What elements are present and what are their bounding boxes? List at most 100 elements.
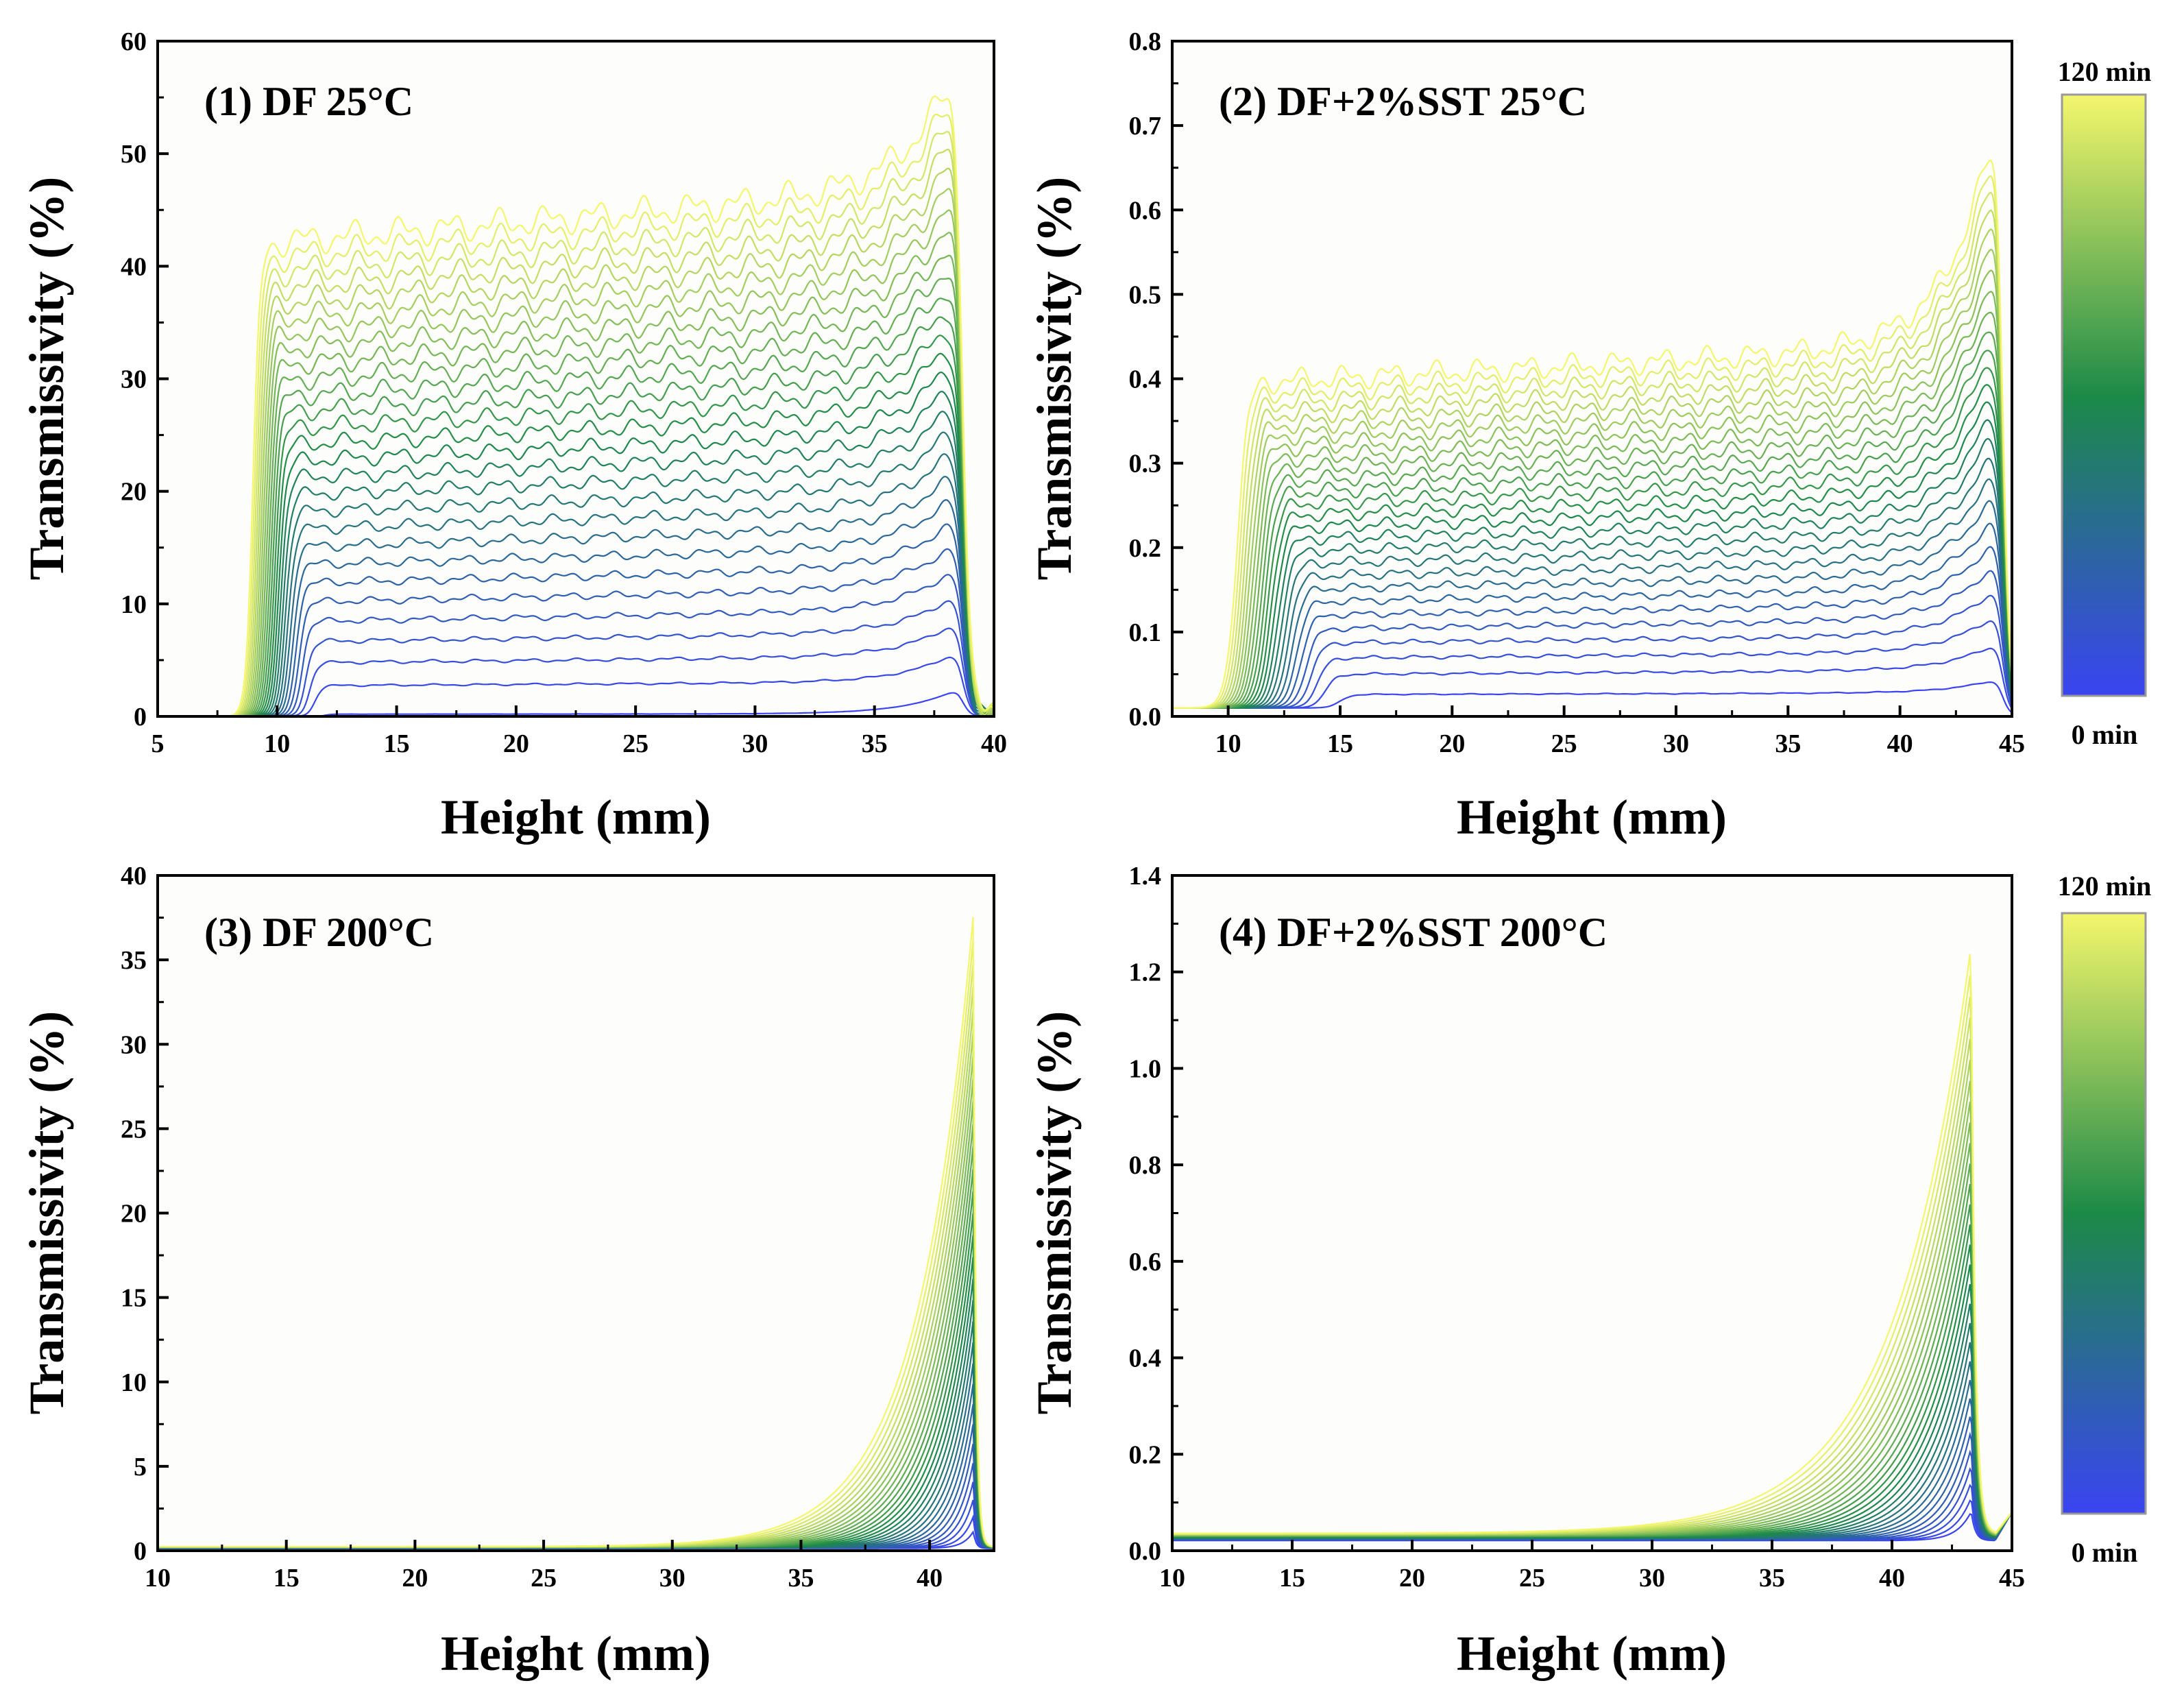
series-line-30 <box>158 917 995 1548</box>
y-tick-label: 40 <box>121 862 147 891</box>
series-line-13 <box>158 391 994 718</box>
plot-frame <box>1171 874 2013 1552</box>
chart-panel-1: 5 10 15 20 25 30 35 40 0 10 20 30 40 50 60 (1) DF 25°C… <box>19 27 1007 845</box>
chart-title: (1) DF 25°C <box>204 79 413 124</box>
x-tick-label: 25 <box>622 729 648 758</box>
x-tick-label: 20 <box>402 1564 428 1593</box>
y-tick-label: 1.2 <box>1129 958 1162 987</box>
y-axis-label: Transmissivity (%) <box>1027 177 1082 581</box>
series-line-2 <box>1172 647 2013 710</box>
series-group <box>158 95 995 718</box>
series-line-21 <box>158 231 995 718</box>
colorbar-top: 120 min 0 min <box>2058 56 2152 750</box>
y-tick-label: 10 <box>121 590 147 619</box>
series-line-14 <box>158 371 994 718</box>
series-line-15 <box>1172 367 2013 709</box>
axis-ticks: 5 10 15 20 25 30 35 40 0 10 20 30 40 50 60 <box>121 27 1007 758</box>
y-tick-label: 30 <box>121 365 147 394</box>
x-tick-label: 30 <box>659 1564 685 1593</box>
y-tick-label: 0.6 <box>1129 1248 1162 1276</box>
y-tick-label: 1.0 <box>1129 1054 1162 1083</box>
y-tick-label: 15 <box>121 1284 147 1313</box>
series-line-3 <box>1172 620 2013 709</box>
series-line-25 <box>1172 175 2013 709</box>
series-line-7 <box>1172 522 2013 709</box>
series-line-23 <box>158 187 995 718</box>
x-axis-label: Height (mm) <box>441 1626 711 1681</box>
chart-title: (3) DF 200°C <box>204 910 434 955</box>
series-line-25 <box>158 148 995 718</box>
y-axis-label: Transmissivity (%) <box>1027 1011 1082 1415</box>
x-axis-label: Height (mm) <box>441 790 711 845</box>
x-tick-label: 40 <box>1887 729 1913 758</box>
series-line-19 <box>158 277 994 718</box>
x-tick-label: 45 <box>1999 729 2025 758</box>
series-line-20 <box>1172 269 2013 709</box>
series-line-4 <box>158 600 994 718</box>
series-line-18 <box>1172 311 2013 709</box>
y-tick-label: 25 <box>121 1115 147 1144</box>
series-group <box>1172 159 2013 714</box>
chart-title: (2) DF+2%SST 25°C <box>1219 79 1587 124</box>
series-line-17 <box>1172 331 2013 709</box>
chart-panel-4: 10 15 20 25 30 35 40 45 0.0 0.2 0.4 0.6 0.8 1.0 1.2 1.4… <box>1027 862 2025 1681</box>
y-tick-label: 50 <box>121 140 147 169</box>
series-line-6 <box>1172 546 2013 709</box>
y-tick-label: 40 <box>121 252 147 281</box>
x-tick-label: 10 <box>264 729 290 758</box>
x-tick-label: 10 <box>1159 1564 1185 1593</box>
x-tick-label: 20 <box>1439 729 1465 758</box>
y-tick-label: 0.5 <box>1129 280 1162 309</box>
y-tick-label: 0.1 <box>1129 618 1162 647</box>
series-line-28 <box>158 95 995 718</box>
series-line-9 <box>1172 478 2013 709</box>
y-tick-label: 0 <box>134 703 147 731</box>
x-tick-label: 40 <box>917 1564 943 1593</box>
series-line-3 <box>158 627 994 718</box>
x-axis-label: Height (mm) <box>1457 1626 1727 1681</box>
x-tick-label: 35 <box>1775 729 1801 758</box>
x-tick-label: 35 <box>1759 1564 1785 1593</box>
colorbar-max-label: 120 min <box>2058 56 2152 87</box>
y-tick-label: 60 <box>121 27 147 56</box>
series-group <box>158 917 995 1549</box>
series-line-26 <box>1172 159 2013 709</box>
x-tick-label: 10 <box>1215 729 1241 758</box>
x-tick-label: 10 <box>145 1564 171 1593</box>
series-line-19 <box>1172 291 2013 709</box>
y-axis-label: Transmissivity (%) <box>19 177 74 581</box>
series-line-5 <box>1172 570 2013 709</box>
x-tick-label: 40 <box>981 729 1007 758</box>
x-tick-label: 40 <box>1879 1564 1905 1593</box>
x-tick-label: 35 <box>862 729 888 758</box>
series-line-18 <box>158 298 994 718</box>
series-line-22 <box>1172 228 2013 709</box>
series-line-16 <box>158 335 994 718</box>
chart-panel-3: 10 15 20 25 30 35 40 0 5 10 15 20 25 30 35 40 (3) DF 20… <box>19 862 995 1681</box>
axis-ticks: 10 15 20 25 30 35 40 45 0.0 0.2 0.4 0.6 0.8 1.0 1.2 1.4 <box>1129 862 2026 1593</box>
series-line-22 <box>158 209 995 718</box>
series-line-26 <box>158 130 995 718</box>
series-line-4 <box>1172 594 2013 709</box>
x-tick-label: 5 <box>151 729 165 758</box>
x-tick-label: 35 <box>788 1564 814 1593</box>
x-axis-label: Height (mm) <box>1457 790 1727 845</box>
series-line-14 <box>1172 384 2013 709</box>
y-axis-label: Transmissivity (%) <box>19 1011 74 1415</box>
y-tick-label: 0 <box>134 1537 147 1566</box>
y-tick-label: 30 <box>121 1030 147 1059</box>
colorbar-min-label: 0 min <box>2072 719 2138 750</box>
series-line-13 <box>1172 401 2013 709</box>
series-line-20 <box>158 254 994 718</box>
y-tick-label: 20 <box>121 1200 147 1229</box>
series-line-24 <box>1172 191 2013 709</box>
colorbar-min-label: 0 min <box>2072 1537 2138 1568</box>
y-tick-label: 0.0 <box>1129 1537 1162 1566</box>
series-line-12 <box>158 410 994 718</box>
x-tick-label: 15 <box>1279 1564 1305 1593</box>
y-tick-label: 20 <box>121 478 147 507</box>
y-tick-label: 0.4 <box>1129 365 1162 394</box>
y-tick-label: 0.0 <box>1129 703 1162 731</box>
colorbar-gradient <box>2061 912 2147 1515</box>
